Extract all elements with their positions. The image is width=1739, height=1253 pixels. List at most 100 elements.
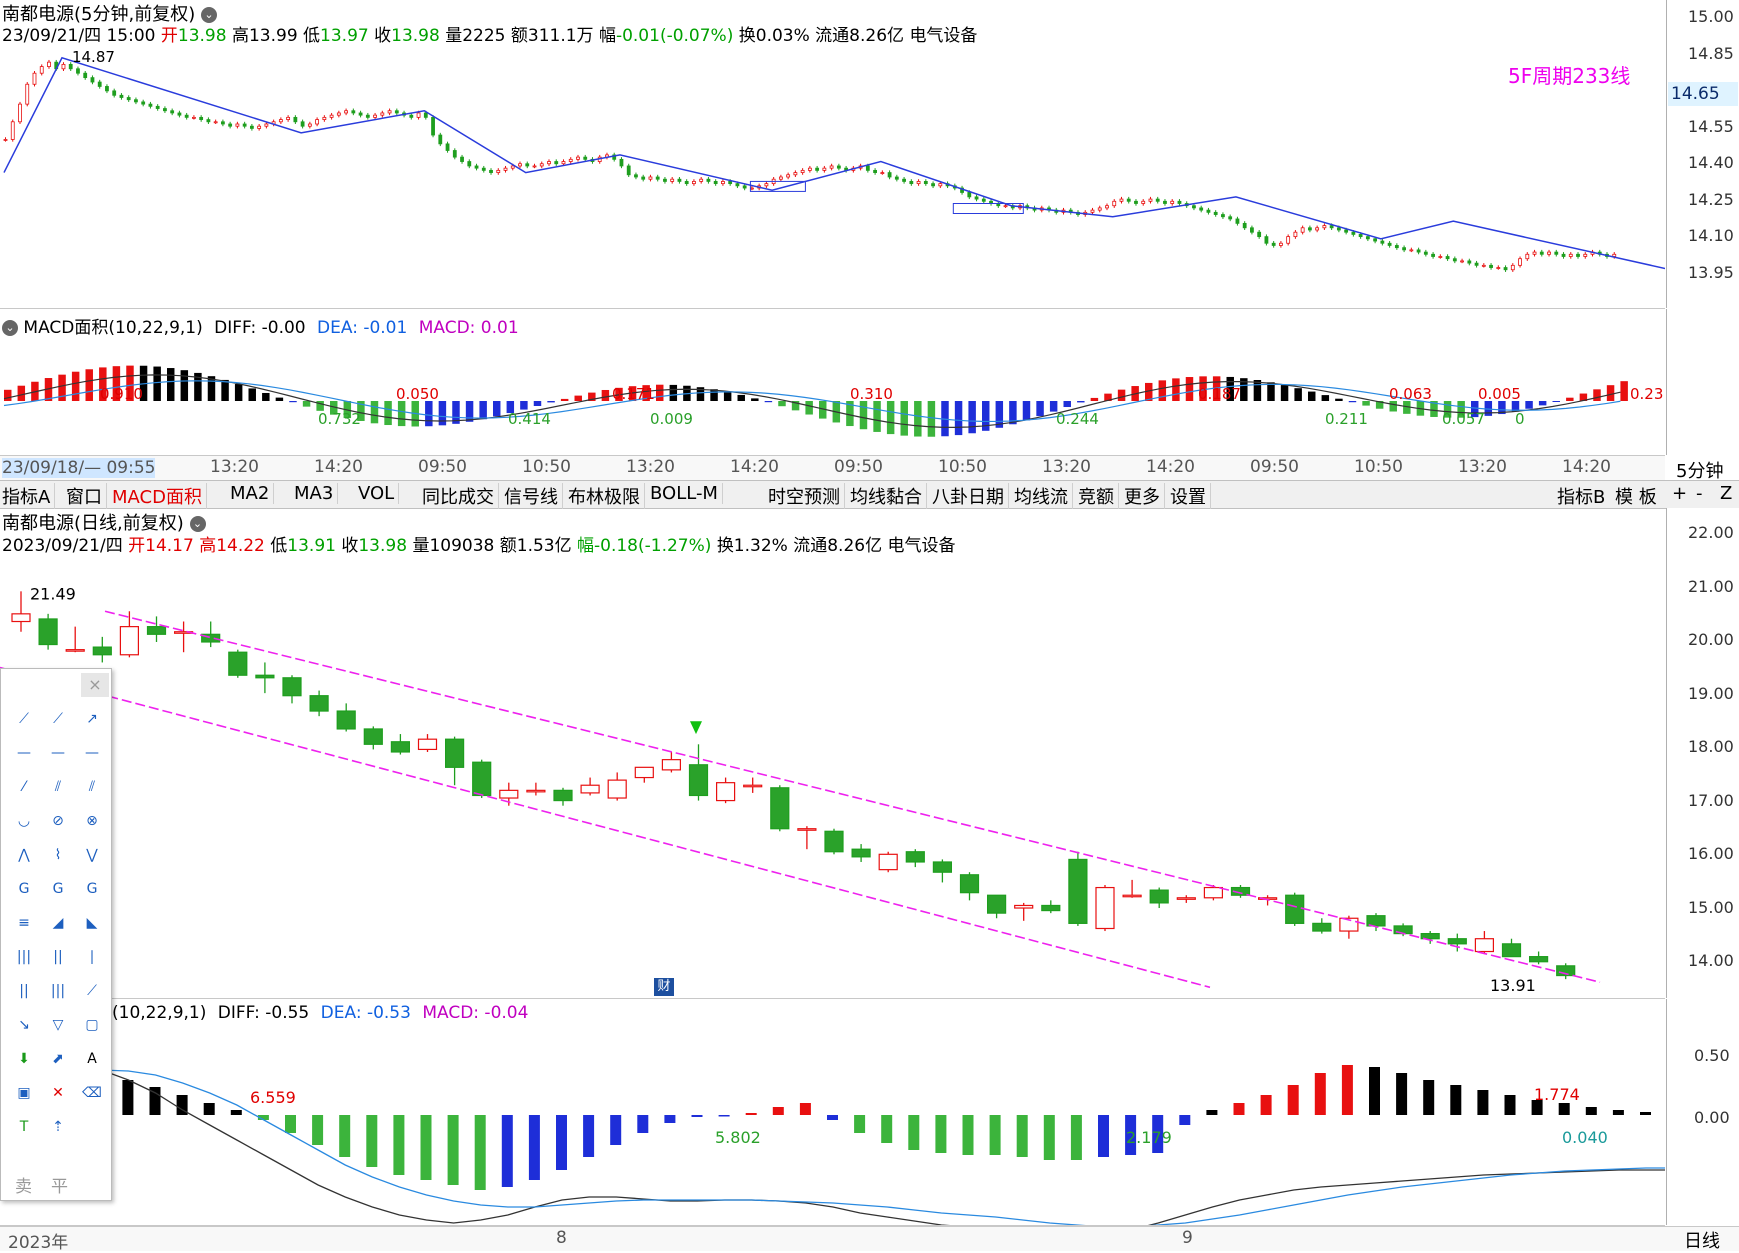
arrow-line-icon[interactable]: ↗ — [86, 711, 98, 727]
menu-item-11[interactable]: 均线黏合 — [850, 483, 927, 509]
daily-period-label[interactable]: 日线 — [1684, 1231, 1720, 1252]
macd-bar — [452, 401, 460, 424]
line-segment-icon[interactable]: ⟋ — [19, 711, 29, 727]
flat-button[interactable]: 平 — [51, 1177, 68, 1197]
candle-body — [1329, 225, 1334, 229]
menu-item-0[interactable]: 指标A — [2, 483, 56, 509]
menu-item-9[interactable]: BOLL-M — [650, 483, 723, 504]
menu-item-16[interactable]: 设置 — [1170, 483, 1211, 509]
candle-body — [1199, 207, 1204, 211]
candle-body — [1380, 240, 1385, 244]
arc-icon[interactable]: ◡ — [17, 813, 31, 829]
daily-candle-body — [363, 728, 383, 745]
cycle-lines-icon[interactable]: || — [53, 949, 63, 965]
fib-time-icon[interactable]: ∣ — [88, 949, 96, 965]
select-icon[interactable]: ▣ — [17, 1085, 31, 1101]
horizontal-ray-icon[interactable]: — — [51, 745, 65, 761]
menu-item-10[interactable]: 时空预测 — [768, 483, 845, 509]
gann-grid-icon[interactable]: G — [86, 881, 98, 897]
parallel-lines-icon[interactable]: ⫽ — [54, 779, 62, 795]
sell-button[interactable]: 卖 — [15, 1177, 32, 1197]
menu-item-6[interactable]: 同比成交 — [422, 483, 499, 509]
candle-body — [300, 121, 305, 127]
macd-bar — [438, 401, 447, 426]
menu-right-item-3[interactable]: - — [1696, 483, 1703, 504]
menu-right-item-0[interactable]: 指标B — [1557, 487, 1606, 508]
menu-right-item-1[interactable]: 模 板 — [1615, 487, 1657, 508]
menu-item-3[interactable]: MA2 — [230, 483, 275, 504]
daily-candle-body — [607, 779, 627, 799]
y-tick-label: 14.40 — [1688, 153, 1734, 172]
fib-fan-icon[interactable]: ◢ — [52, 915, 64, 931]
menu-item-8[interactable]: 布林极限 — [568, 483, 645, 509]
fib-channel-icon[interactable]: ◣ — [86, 915, 98, 931]
y-tick-label: 21.00 — [1688, 576, 1734, 596]
red-arrow-icon[interactable]: ⬈ — [52, 1051, 64, 1067]
cycle-circle-icon[interactable]: ⊗ — [86, 813, 98, 829]
candle-body — [199, 116, 204, 120]
macd-bar — [4, 389, 12, 401]
macd-title: MACD面积(10,22,9,1) — [23, 318, 203, 338]
gann-fan-icon[interactable]: G — [18, 881, 30, 897]
channel-icon[interactable]: ⫽ — [88, 779, 96, 795]
menu-right-item-4[interactable]: Z — [1720, 483, 1733, 504]
info-low-label: 低 — [303, 26, 321, 46]
daily-candle-body — [1312, 922, 1332, 932]
daily-macd-bar — [420, 1115, 432, 1180]
chevron-down-icon[interactable]: ⌄ — [2, 320, 18, 336]
menu-item-13[interactable]: 均线流 — [1014, 483, 1073, 509]
wave-icon[interactable]: ⌇ — [54, 847, 62, 863]
wave-count-icon[interactable]: ⁄ — [22, 779, 26, 795]
green-arrow-icon[interactable]: ⬇ — [18, 1051, 30, 1067]
menu-item-1[interactable]: 窗口 — [66, 483, 107, 509]
menu-item-15[interactable]: 更多 — [1124, 483, 1165, 509]
menu-item-14[interactable]: 竞额 — [1078, 483, 1119, 509]
info-vol-label: 量 — [445, 26, 463, 46]
candle-body — [1474, 262, 1479, 266]
candle-body — [90, 77, 95, 83]
circle-icon[interactable]: ⊘ — [52, 813, 64, 829]
candle-body — [228, 123, 233, 127]
rectangle-icon[interactable]: ▢ — [85, 1017, 99, 1033]
horizontal-line-icon[interactable]: — — [85, 745, 99, 761]
candle-body — [829, 165, 834, 169]
daily-candle-body — [146, 626, 167, 635]
zigzag-icon[interactable]: ⋀ — [18, 847, 30, 863]
ray-icon[interactable]: ⟋ — [53, 711, 63, 727]
macd-bar — [1552, 401, 1560, 402]
spread-lines-icon[interactable]: ||| — [50, 983, 66, 999]
menu-right-item-2[interactable]: + — [1672, 483, 1688, 504]
financial-report-icon[interactable]: 财 — [654, 978, 674, 996]
chevron-down-icon[interactable]: ⌄ — [189, 516, 206, 532]
signal-icon[interactable]: ⇡ — [52, 1119, 64, 1135]
candle-body — [170, 110, 175, 114]
vertical-lines-icon[interactable]: || — [19, 983, 29, 999]
menu-item-4[interactable]: MA3 — [294, 483, 339, 504]
triangle-icon[interactable]: ▽ — [52, 1017, 64, 1033]
daily-macd-bar — [745, 1113, 757, 1115]
buy-icon[interactable]: T — [19, 1119, 29, 1135]
menu-item-12[interactable]: 八卦日期 — [932, 483, 1009, 509]
delete-icon[interactable]: ✕ — [52, 1085, 64, 1101]
macd-bar — [330, 401, 338, 415]
toolbox-close-button[interactable]: × — [81, 673, 109, 697]
horizontal-segment-icon[interactable]: — — [17, 745, 31, 761]
period-label[interactable]: 5分钟 — [1676, 461, 1724, 482]
menu-item-7[interactable]: 信号线 — [504, 483, 563, 509]
eraser-icon[interactable]: ⌫ — [82, 1085, 102, 1101]
daily-open-label: 开 — [128, 536, 146, 556]
chevron-down-icon[interactable]: ⌄ — [200, 7, 217, 23]
macd-dea: DEA: -0.01 — [317, 318, 408, 338]
time-lines-icon[interactable]: ||| — [16, 949, 32, 965]
text-icon[interactable]: A — [87, 1051, 97, 1067]
macd-bar — [560, 398, 569, 401]
y-tick-label: 14.55 — [1688, 116, 1734, 136]
fib-retracement-icon[interactable]: ≡ — [18, 915, 30, 931]
menu-item-2[interactable]: MACD面积 — [112, 483, 207, 509]
menu-item-5[interactable]: VOL — [358, 483, 400, 504]
gann-angle-icon[interactable]: G — [52, 881, 64, 897]
candle-body — [1336, 227, 1341, 231]
speed-lines-icon[interactable]: ⟋ — [87, 983, 97, 999]
m-pattern-icon[interactable]: ⋁ — [86, 847, 98, 863]
down-arrow-icon[interactable]: ↘ — [18, 1017, 30, 1033]
